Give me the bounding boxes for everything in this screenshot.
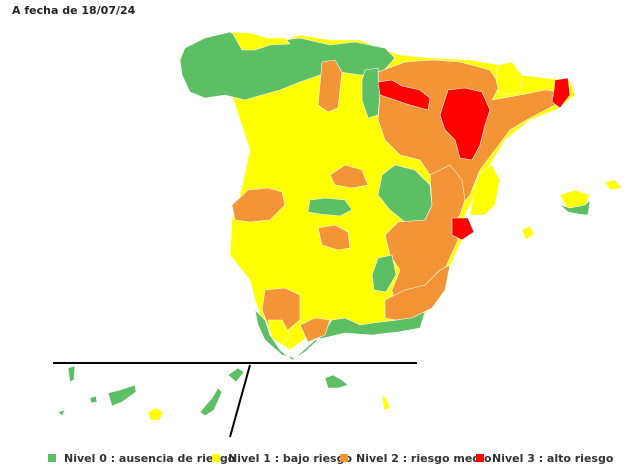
inset-divider-lines <box>53 362 417 438</box>
date-title: A fecha de 18/07/24 <box>12 4 136 17</box>
region-la-gomera <box>89 395 98 404</box>
risk-map <box>53 31 623 438</box>
region-cadiz-yellow <box>267 319 291 346</box>
legend-item-nivel2: Nivel 2 : riesgo medio <box>340 452 492 465</box>
region-sevilla-orange <box>261 287 301 331</box>
region-la-palma <box>67 365 76 383</box>
legend-item-nivel0: Nivel 0 : ausencia de riesgo <box>48 452 235 465</box>
region-tenerife <box>107 384 137 407</box>
region-lleida-yellow <box>495 61 523 96</box>
swatch-nivel1 <box>212 454 220 462</box>
region-toledo-green <box>307 197 353 217</box>
region-fuerteventura <box>199 387 223 417</box>
region-castellon-valencia-coast <box>469 164 501 216</box>
region-malaga-orange <box>299 317 331 343</box>
divider-line-1 <box>229 364 251 438</box>
region-asturias-coast <box>231 31 291 51</box>
region-ciudad-real-orange <box>317 224 351 251</box>
region-ceuta-region <box>324 374 349 389</box>
region-aragon-red <box>439 87 491 161</box>
legend-item-nivel1: Nivel 1 : bajo riesgo <box>212 452 352 465</box>
region-caceres-orange <box>231 187 286 223</box>
region-mallorca-south <box>559 199 591 216</box>
peninsula-layers <box>179 31 576 361</box>
legend-label-nivel2: Nivel 2 : riesgo medio <box>356 451 492 465</box>
region-girona-red <box>551 77 571 109</box>
region-palencia-burgos <box>317 59 343 113</box>
region-menorca <box>604 179 623 191</box>
region-toledo-east-orange <box>329 164 369 189</box>
swatch-nivel3 <box>476 454 484 462</box>
canary-islands-inset <box>57 365 391 421</box>
legend-label-nivel1: Nivel 1 : bajo riesgo <box>228 451 353 465</box>
region-jaen-green <box>371 254 397 293</box>
region-la-rioja-zaragoza-red <box>377 79 431 111</box>
region-granada-almeria-orange <box>384 264 451 321</box>
region-gran-canaria <box>147 407 164 421</box>
region-valencia-red <box>451 217 475 241</box>
region-el-hierro <box>57 409 66 417</box>
legend-label-nivel0: Nivel 0 : ausencia de riesgo <box>64 451 236 465</box>
legend-item-nivel3: Nivel 3 : alto riesgo <box>476 452 613 465</box>
legend: Nivel 0 : ausencia de riesgo Nivel 1 : b… <box>0 450 640 466</box>
balearic-islands <box>521 179 623 241</box>
region-ibiza <box>521 225 535 241</box>
region-melilla-region <box>381 394 391 411</box>
region-lanzarote <box>227 367 245 383</box>
swatch-nivel2 <box>340 454 348 462</box>
swatch-nivel0 <box>48 454 56 462</box>
legend-label-nivel3: Nivel 3 : alto riesgo <box>492 451 614 465</box>
